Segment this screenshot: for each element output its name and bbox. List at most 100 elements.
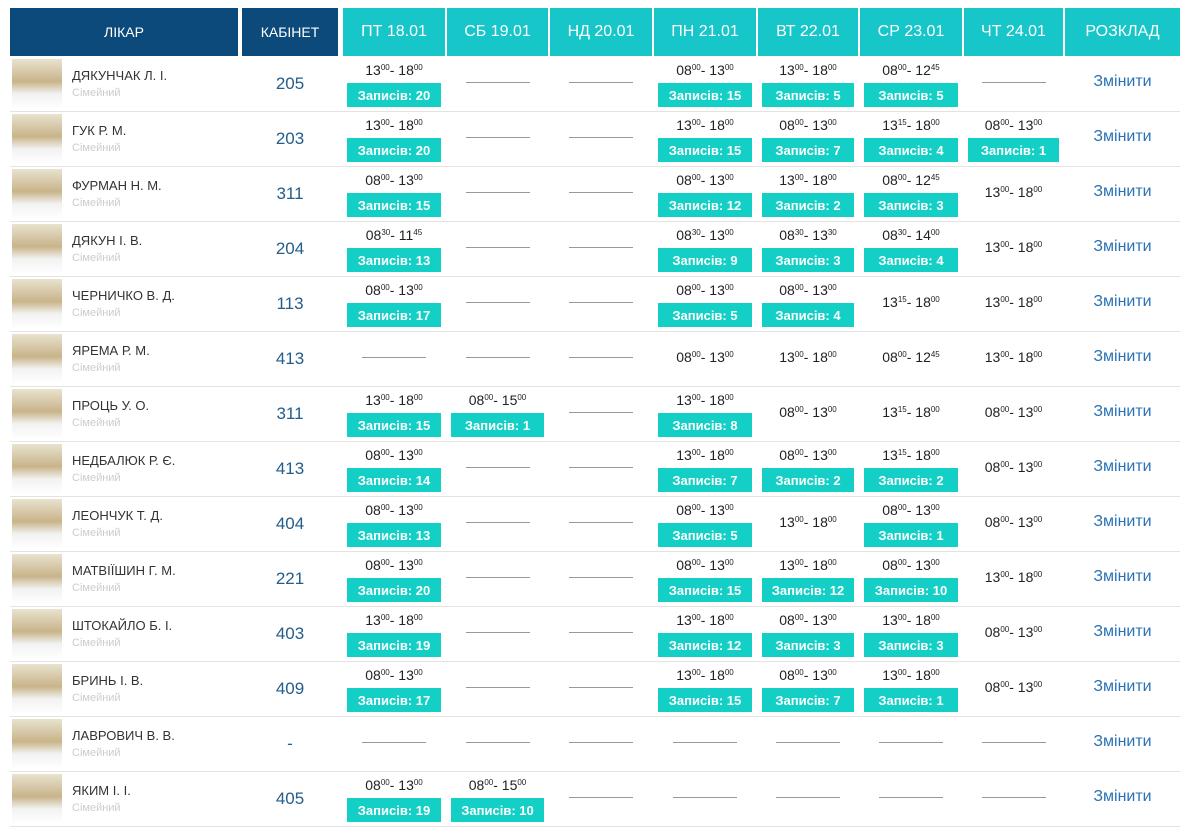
empty-dash (569, 82, 633, 83)
time-range: 0800- 1500 (447, 392, 548, 408)
empty-dash (465, 522, 530, 523)
time-part: 00 (380, 393, 390, 402)
time-range: 1300- 1800 (964, 184, 1063, 200)
time-range: 0830- 1330 (758, 227, 858, 243)
time-part: 00 (1000, 118, 1010, 127)
time-range: 1300- 1800 (964, 294, 1063, 310)
empty-dash (569, 412, 633, 413)
time-range: 0800- 1300 (343, 502, 445, 518)
time-range: 1300- 1800 (654, 447, 756, 463)
change-link[interactable]: Змінити (1093, 568, 1152, 585)
time-part: - (700, 172, 706, 188)
time-part: 08 (468, 392, 485, 408)
empty-dash (465, 82, 530, 83)
empty-dash (569, 357, 633, 358)
time-part: 15 (501, 777, 518, 793)
row-border (10, 496, 1180, 497)
cabinet: 311 (276, 184, 304, 203)
time-part: 00 (691, 448, 701, 457)
time-part: 00 (724, 173, 734, 182)
time-range: 0800- 1300 (758, 667, 858, 683)
change-link[interactable]: Змінити (1093, 348, 1152, 365)
time-part: 08 (882, 557, 898, 573)
time-range: 1300- 1800 (654, 667, 756, 683)
change-link[interactable]: Змінити (1093, 183, 1152, 200)
appointments-badge: Записів: 12 (658, 193, 752, 217)
header-day: СБ 19.01 (447, 8, 548, 56)
time-part: 00 (691, 558, 701, 567)
cabinet: 221 (275, 569, 305, 588)
time-part: - (1009, 624, 1014, 640)
row-border (10, 386, 1180, 387)
appointments-badge: Записів: 7 (658, 468, 752, 492)
appointments-badge: Записів: 9 (658, 248, 752, 272)
appointments-badge: Записів: 5 (658, 303, 752, 327)
time-part: 00 (1033, 625, 1043, 634)
time-part: 08 (984, 117, 1001, 133)
change-link[interactable]: Змінити (1093, 513, 1152, 530)
time-range: 1300- 1800 (860, 667, 962, 683)
time-part: 13 (398, 557, 414, 573)
doctor-role: Сімейний (72, 307, 121, 319)
time-range: 1300- 1800 (964, 569, 1063, 585)
appointments-badge: Записів: 10 (451, 798, 544, 822)
change-link[interactable]: Змінити (1093, 128, 1152, 145)
time-part: - (700, 392, 706, 408)
time-part: 00 (1033, 405, 1043, 414)
time-range: 0800- 1245 (860, 349, 962, 365)
empty-dash (569, 797, 633, 798)
time-part: 13 (398, 502, 414, 518)
time-part: 13 (984, 239, 1001, 255)
time-part: 00 (724, 558, 734, 567)
time-part: 00 (484, 393, 494, 402)
change-link[interactable]: Змінити (1093, 238, 1152, 255)
time-part: 00 (930, 295, 940, 304)
doctor-photo (12, 664, 62, 714)
time-part: 13 (812, 282, 828, 298)
change-link[interactable]: Змінити (1093, 73, 1152, 90)
appointments-badge: Записів: 12 (762, 578, 854, 602)
time-part: 18 (812, 172, 828, 188)
change-link[interactable]: Змінити (1093, 293, 1152, 310)
empty-dash (673, 742, 737, 743)
time-part: 00 (1000, 295, 1010, 304)
empty-dash (362, 742, 426, 743)
time-part: 45 (930, 63, 940, 72)
time-part: 00 (897, 350, 907, 359)
time-part: 00 (827, 558, 837, 567)
time-part: 13 (812, 612, 828, 628)
time-part: 00 (691, 283, 701, 292)
appointments-badge: Записів: 15 (658, 578, 752, 602)
time-part: - (389, 392, 395, 408)
time-part: 13 (882, 612, 898, 628)
change-link[interactable]: Змінити (1093, 678, 1152, 695)
cabinet: 311 (276, 404, 304, 423)
time-range: 0830- 1145 (343, 227, 445, 243)
time-part: 13 (365, 117, 381, 133)
empty-dash (465, 632, 530, 633)
time-part: 00 (380, 63, 390, 72)
change-link[interactable]: Змінити (1093, 623, 1152, 640)
time-part: 00 (827, 405, 837, 414)
time-range: 1315- 1800 (860, 117, 962, 133)
time-part: 00 (413, 118, 423, 127)
empty-dash (569, 742, 633, 743)
row-border (10, 441, 1180, 442)
change-link[interactable]: Змінити (1093, 733, 1152, 750)
appointments-badge: Записів: 4 (864, 248, 958, 272)
appointments-badge: Записів: 5 (658, 523, 752, 547)
time-part: 00 (1033, 570, 1043, 579)
time-part: 00 (517, 393, 527, 402)
change-link[interactable]: Змінити (1093, 458, 1152, 475)
change-link[interactable]: Змінити (1093, 403, 1152, 420)
doctor-name: ПРОЦЬ У. О. (72, 398, 150, 413)
time-part: 00 (484, 778, 494, 787)
time-part: - (906, 117, 912, 133)
doctor-role: Сімейний (72, 252, 121, 264)
time-range: 0800- 1300 (964, 624, 1063, 640)
time-part: - (906, 667, 912, 683)
time-part: 00 (517, 778, 527, 787)
change-link[interactable]: Змінити (1093, 788, 1152, 805)
empty-dash (569, 247, 633, 248)
time-part: 30 (691, 228, 701, 237)
